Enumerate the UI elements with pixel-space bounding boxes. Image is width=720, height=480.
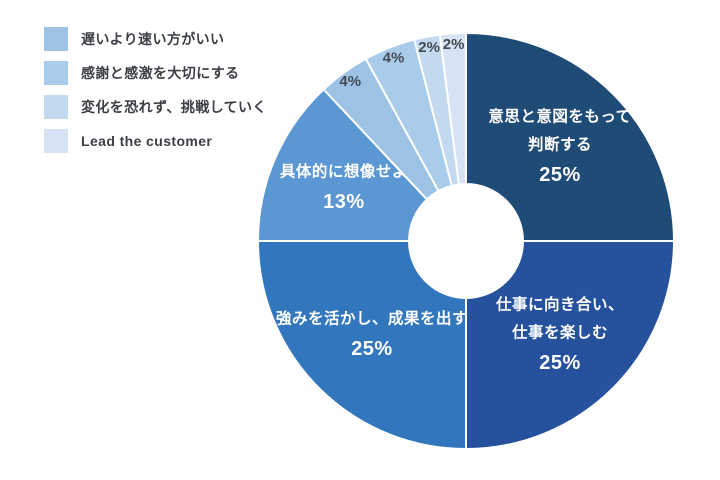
slice-label-7: 2% xyxy=(443,36,465,53)
legend-item-1: 感謝と感激を大切にする xyxy=(44,61,267,85)
legend-item-label: 変化を恐れず、挑戦していく xyxy=(81,99,267,115)
slice-label-3: 13% xyxy=(323,191,365,213)
legend-item-label: 感謝と感激を大切にする xyxy=(81,65,240,81)
pie-slice-2 xyxy=(257,240,467,450)
slice-label-5: 4% xyxy=(383,49,405,66)
legend-item-label: 遅いより速い方がいい xyxy=(81,31,225,47)
slice-label-4: 4% xyxy=(339,73,361,90)
legend-item-label: Lead the customer xyxy=(81,133,213,149)
slice-label-0: 判断する xyxy=(528,134,592,153)
pie-slice-7 xyxy=(438,32,467,186)
slice-label-2: 25% xyxy=(351,338,393,360)
slice-label-1: 仕事に向き合い、 xyxy=(495,295,624,314)
legend-swatch xyxy=(44,61,68,85)
pie-slice-0 xyxy=(465,32,675,242)
slice-label-2: 強みを活かし、成果を出す xyxy=(276,309,468,328)
legend-swatch xyxy=(44,129,68,153)
slice-label-0: 意思と意図をもって xyxy=(488,106,631,125)
legend: 遅いより速い方がいい 感謝と感激を大切にする変化を恐れず、挑戦していく Lead t… xyxy=(44,27,267,153)
legend-item-2: 変化を恐れず、挑戦していく xyxy=(44,95,267,119)
slice-label-0: 25% xyxy=(539,164,581,186)
slice-label-1: 仕事を楽しむ xyxy=(511,323,608,342)
legend-item-3: Lead the customer xyxy=(44,129,267,153)
pie-slice-3 xyxy=(257,88,428,242)
slice-label-6: 2% xyxy=(418,39,440,56)
slice-label-3: 具体的に想像せよ xyxy=(280,162,408,181)
slice-label-1: 25% xyxy=(539,352,581,374)
legend-swatch xyxy=(44,27,68,51)
legend-item-0: 遅いより速い方がいい xyxy=(44,27,267,51)
pie-slice-1 xyxy=(465,240,675,450)
legend-swatch xyxy=(44,95,68,119)
